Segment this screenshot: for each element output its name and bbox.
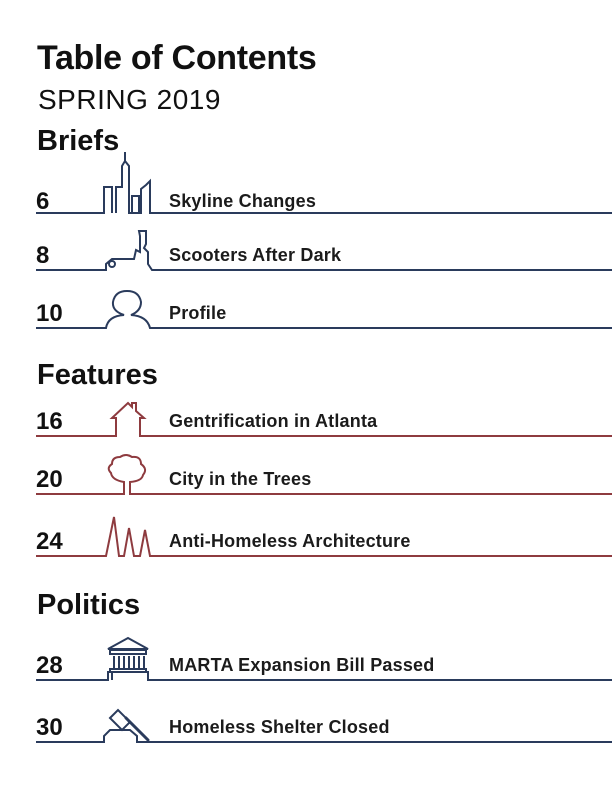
page-number: 16 [36,408,63,435]
gavel-icon [100,692,160,742]
section-heading-features: Features [37,359,158,391]
toc-entry[interactable]: 6 Skyline Changes [0,146,612,216]
entry-title: MARTA Expansion Bill Passed [169,655,435,675]
section-heading-briefs: Briefs [37,125,120,157]
issue-label: SPRING 2019 [38,84,221,115]
toc-entry[interactable]: 8 Scooters After Dark [0,200,612,271]
entry-title: Scooters After Dark [169,245,342,265]
spikes-icon [100,506,160,556]
section-rule [36,708,612,743]
entry-title: Skyline Changes [169,191,317,211]
section-rule [36,454,612,495]
toc-entry[interactable]: 28 MARTA Expansion Bill Passed [0,610,612,681]
page-number: 20 [36,466,63,493]
page-number: 6 [36,188,50,215]
section-rule [36,636,612,681]
toc-entry[interactable]: 30 Homeless Shelter Closed [0,672,612,743]
entry-title: Homeless Shelter Closed [169,717,390,737]
page-number: 28 [36,652,63,679]
page-number: 30 [36,714,63,741]
section-rule [36,516,612,557]
person-icon [100,278,160,328]
toc-entry[interactable]: 16 Gentrification in Atlanta [0,366,612,437]
page-number: 10 [36,300,63,327]
toc-entry[interactable]: 10 Profile [0,258,612,329]
section-rule [36,230,612,271]
page-number: 8 [36,242,50,269]
toc-entry[interactable]: 24 Anti-Homeless Architecture [0,486,612,557]
entry-title: Gentrification in Atlanta [169,411,378,431]
entry-title: Profile [169,303,227,323]
entry-title: Anti-Homeless Architecture [169,531,411,551]
page-number: 24 [36,528,63,555]
page-title: Table of Contents [37,39,317,77]
section-rule [36,152,612,214]
toc-entry[interactable]: 20 City in the Trees [0,424,612,495]
section-rule [36,289,612,329]
entry-title: City in the Trees [169,469,312,489]
section-heading-politics: Politics [37,589,141,621]
section-rule [36,401,612,437]
